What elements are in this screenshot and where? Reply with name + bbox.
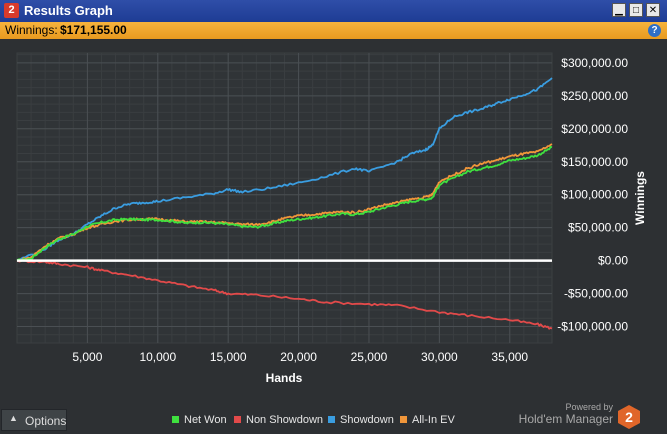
x-axis-label: Hands: [266, 371, 303, 385]
legend-swatch: [234, 416, 241, 423]
series-line-all-in-ev: [16, 143, 553, 262]
y-tick-label: $250,000.00: [561, 89, 628, 103]
legend-swatch: [400, 416, 407, 423]
series-lines: [16, 77, 553, 330]
y-tick-label: $0.00: [598, 254, 628, 268]
options-button[interactable]: ▲ Options: [1, 409, 67, 431]
close-button[interactable]: ✕: [646, 3, 660, 17]
y-tick-label: $200,000.00: [561, 122, 628, 136]
legend-label: Net Won: [184, 414, 227, 426]
grid: [17, 53, 552, 344]
legend-swatch: [172, 416, 179, 423]
legend-item-all-in-ev[interactable]: All-In EV: [400, 414, 455, 426]
y-tick-label: $150,000.00: [561, 155, 628, 169]
results-chart: $300,000.00 $250,000.00 $200,000.00 $150,00…: [16, 52, 647, 385]
branding: Powered by Hold'em Manager: [519, 402, 613, 426]
y-tick-label: $50,000.00: [568, 221, 628, 235]
app-logo-icon: 2: [4, 3, 19, 18]
maximize-button[interactable]: □: [629, 3, 643, 17]
title-bar: 2 Results Graph ▁ □ ✕: [0, 0, 667, 22]
x-tick-label: 35,000: [491, 350, 528, 364]
y-tick-label: -$50,000.00: [564, 287, 628, 301]
y-tick-label: $300,000.00: [561, 56, 628, 70]
legend-label: Non Showdown: [246, 414, 324, 426]
y-tick-label: -$100,000.00: [557, 320, 628, 334]
series-line-non-showdown: [16, 259, 553, 330]
y-tick-labels: $300,000.00 $250,000.00 $200,000.00 $150,00…: [557, 56, 628, 334]
help-icon[interactable]: ?: [648, 24, 661, 37]
winnings-bar: Winnings: $171,155.00 ?: [0, 22, 667, 39]
winnings-value: $171,155.00: [60, 23, 127, 37]
y-axis-label: Winnings: [633, 171, 647, 225]
x-tick-label: 25,000: [351, 350, 388, 364]
legend-item-net-won[interactable]: Net Won: [172, 414, 227, 426]
x-tick-label: 5,000: [72, 350, 102, 364]
legend-label: Showdown: [340, 414, 394, 426]
legend-label: All-In EV: [412, 414, 455, 426]
legend-item-showdown[interactable]: Showdown: [328, 414, 394, 426]
chevron-up-icon: ▲: [9, 413, 18, 423]
logo-text: 2: [625, 409, 633, 425]
winnings-label: Winnings:: [5, 23, 58, 37]
window-title: Results Graph: [24, 3, 113, 18]
legend-item-non-showdown[interactable]: Non Showdown: [234, 414, 323, 426]
powered-by-text: Powered by: [565, 402, 613, 412]
legend-swatch: [328, 416, 335, 423]
series-line-showdown: [16, 77, 553, 262]
x-tick-label: 10,000: [139, 350, 176, 364]
minimize-button[interactable]: ▁: [612, 3, 626, 17]
x-tick-label: 20,000: [280, 350, 317, 364]
brand-name: Hold'em Manager: [518, 412, 613, 426]
options-label: Options: [25, 414, 67, 428]
y-tick-label: $100,000.00: [561, 188, 628, 202]
x-tick-label: 15,000: [210, 350, 247, 364]
x-tick-labels: 5,000 10,000 15,000 20,000 25,000 30,000 35,00…: [72, 350, 528, 364]
series-line-net-won: [16, 146, 553, 262]
x-tick-label: 30,000: [421, 350, 458, 364]
holdem-manager-logo-icon: 2: [618, 405, 640, 429]
